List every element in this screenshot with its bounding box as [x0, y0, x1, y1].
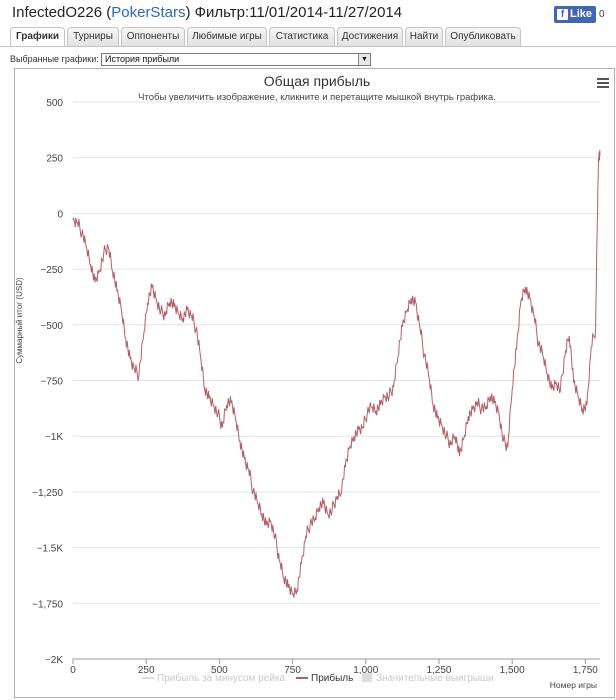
legend-swatch-big-wins [362, 673, 372, 682]
tab-statistics[interactable]: Статистика [269, 27, 335, 46]
tab-bar: Графики Турниры Оппоненты Любимые игры С… [10, 27, 610, 47]
y-tick-label: 250 [46, 154, 63, 165]
y-tick-label: 0 [57, 209, 63, 220]
x-tick-label: 1,500 [500, 665, 525, 676]
y-tick-label: −1,250 [32, 488, 63, 499]
legend-label-big-wins: Значительные выигрыши [376, 673, 494, 684]
legend-label-net-profit: Прибыль за минусом рейка [157, 672, 286, 684]
player-name: InfectedO226 [12, 4, 103, 21]
x-tick-label: 1,000 [353, 665, 378, 676]
facebook-icon: f [557, 9, 568, 20]
x-axis-title: Номер игры [550, 680, 597, 690]
fb-like-count: 0 [599, 9, 605, 20]
tab-charts[interactable]: Графики [10, 27, 65, 47]
fb-like-label: Like [570, 8, 593, 20]
site-link[interactable]: PokerStars [111, 4, 186, 21]
y-tick-label: −1,750 [32, 599, 63, 610]
y-tick-label: −250 [40, 265, 63, 276]
tab-favorite-games[interactable]: Любимые игры [187, 27, 267, 46]
series-line-profit [72, 149, 601, 598]
y-tick-label: −1.5K [37, 544, 64, 555]
x-tick-label: 0 [70, 665, 76, 676]
tab-divider [0, 46, 616, 47]
legend-label-profit: Прибыль [311, 672, 353, 684]
y-tick-label: 500 [46, 98, 63, 109]
y-tick-label: −2K [45, 655, 63, 666]
tab-publish[interactable]: Опубликовать [445, 27, 521, 46]
chart-frame [14, 68, 615, 698]
y-tick-label: −750 [40, 377, 63, 388]
chart-menu-icon[interactable] [597, 78, 609, 89]
y-tick-label: −500 [40, 321, 63, 332]
chart-selector-dropdown[interactable]: История прибыли ▼ [101, 53, 371, 66]
chart-selector-value: История прибыли [105, 54, 180, 64]
x-tick-label: 500 [211, 665, 228, 676]
tab-tournaments[interactable]: Турниры [67, 27, 119, 46]
x-tick-label: 1,750 [573, 665, 598, 676]
page-title: InfectedO226 (PokerStars) Фильтр:11/01/2… [12, 4, 403, 21]
chart-title: Общая прибыль [264, 73, 370, 89]
tab-achievements[interactable]: Достижения [337, 27, 403, 46]
facebook-like-button[interactable]: f Like [554, 6, 596, 23]
page-header: InfectedO226 (PokerStars) Фильтр:11/01/2… [0, 0, 616, 26]
y-axis-title: Суммарный итог (USD) [15, 277, 24, 364]
y-tick-label: −1K [45, 432, 63, 443]
tab-search[interactable]: Найти [405, 27, 443, 46]
filter-text: Фильтр:11/01/2014-11/27/2014 [194, 4, 403, 21]
x-tick-label: 750 [284, 665, 301, 676]
x-tick-label: 250 [138, 665, 155, 676]
x-tick-label: 1,250 [426, 665, 451, 676]
tab-opponents[interactable]: Оппоненты [121, 27, 185, 46]
chart-selector-label: Выбранные графики: [10, 54, 99, 64]
chart-subtitle: Чтобы увеличить изображение, кликните и … [138, 92, 496, 103]
dropdown-arrow-icon[interactable]: ▼ [358, 54, 370, 65]
